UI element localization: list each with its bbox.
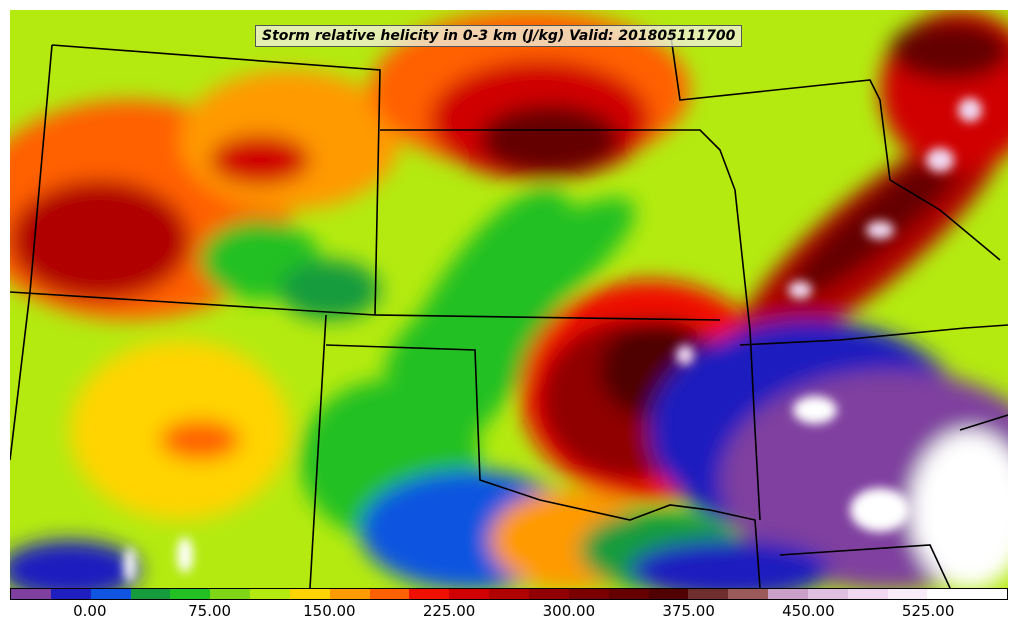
state-boundaries [10,29,1008,588]
colorbar-labels: 0.00 75.00 150.00 225.00 300.00 375.00 450.00 5… [10,602,1008,624]
colorbar-tick-label: 300.00 [542,602,596,620]
colorbar-tick-label: 0.00 [73,602,107,620]
colorbar-tick-label: 225.00 [422,602,476,620]
colorbar-segment [967,589,1008,599]
colorbar-segment [289,589,330,599]
colorbar-segment [449,589,490,599]
map-area: Storm relative helicity in 0-3 km (J/kg)… [10,10,1008,588]
colorbar-segment [528,589,569,599]
colorbar-segment [329,589,370,599]
colorbar-tick-label: 525.00 [901,602,955,620]
map-title: Storm relative helicity in 0-3 km (J/kg)… [255,25,743,47]
colorbar-segment [728,589,769,599]
colorbar-segment [50,589,91,599]
colorbar-segment [807,589,848,599]
colorbar-segment [688,589,729,599]
colorbar-segment [608,589,649,599]
colorbar-segment [130,589,171,599]
colorbar-tick-label: 375.00 [662,602,715,620]
colorbar-segment [409,589,450,599]
helicity-map [10,10,1008,588]
colorbar-segment [90,589,131,599]
colorbar-segment [250,589,290,599]
colorbar-segment [170,589,211,599]
colorbar-segment [648,589,689,599]
colorbar [10,588,1008,600]
colorbar-segment [369,589,410,599]
colorbar-segment [887,589,928,599]
colorbar-segment [489,589,529,599]
colorbar-segment [568,589,609,599]
colorbar-tick-label: 75.00 [188,602,232,620]
colorbar-segment [927,589,968,599]
colorbar-segment [768,589,808,599]
colorbar-segment [847,589,888,599]
colorbar-segment [210,589,251,599]
colorbar-tick-label: 150.00 [303,602,356,620]
colorbar-tick-label: 450.00 [782,602,835,620]
colorbar-segment [11,589,51,599]
